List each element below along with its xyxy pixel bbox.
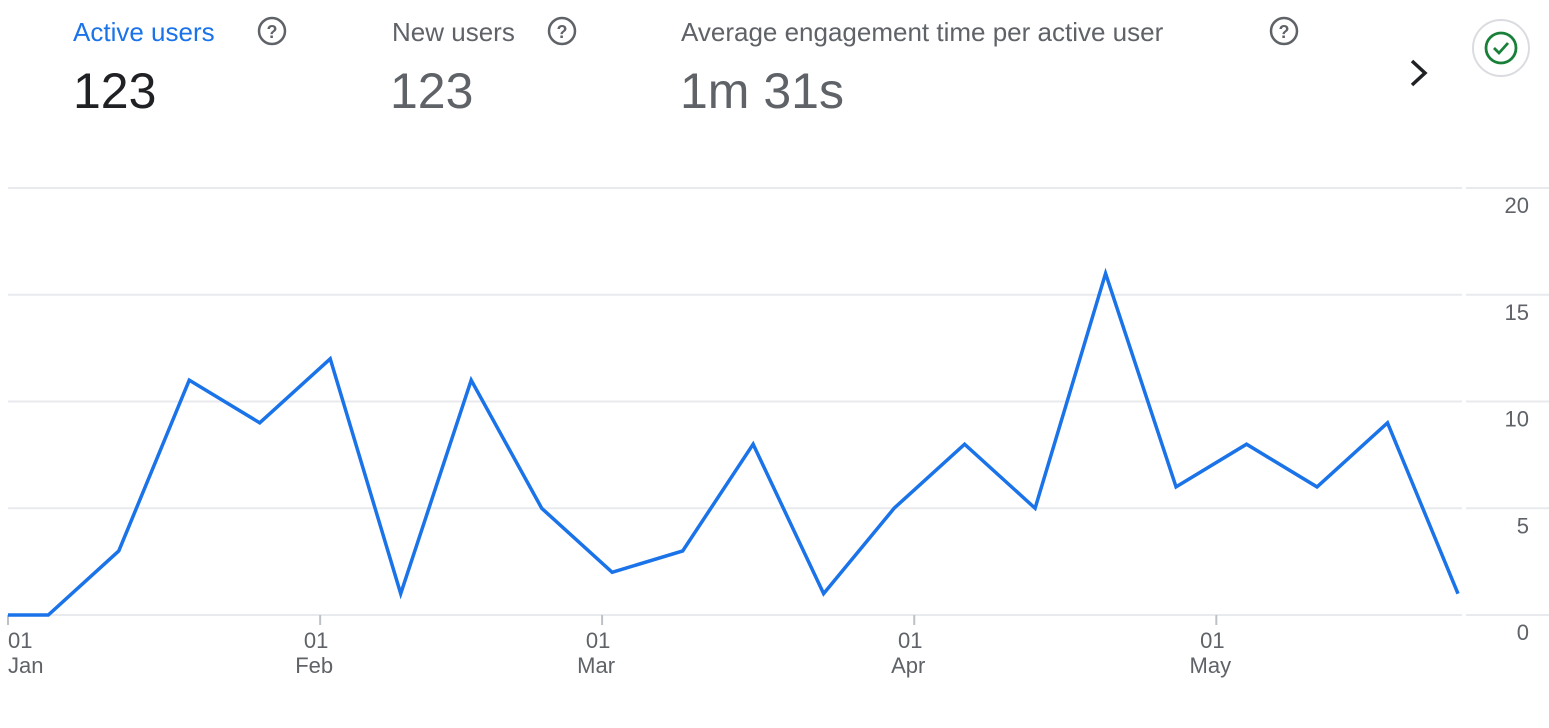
metric-value: 1m 31s	[680, 63, 844, 119]
help-icon-glyph: ?	[1279, 22, 1290, 42]
x-tick-label: 01	[898, 628, 922, 653]
help-icon[interactable]	[1269, 16, 1299, 46]
x-tick-label: 01	[8, 628, 32, 653]
data-line	[8, 267, 1460, 617]
help-icon-glyph: ?	[267, 22, 278, 42]
x-tick-label: 01	[586, 628, 610, 653]
y-tick-label: 20	[1505, 193, 1529, 218]
x-tick-label: Apr	[891, 653, 925, 678]
metric-label: Average engagement time per active user	[681, 17, 1164, 47]
metric-value: 123	[73, 63, 156, 119]
status-icon	[1484, 31, 1518, 65]
x-tick-label: Feb	[295, 653, 333, 678]
x-tick-label: May	[1190, 653, 1232, 678]
help-icon-glyph: ?	[557, 22, 568, 42]
y-tick-label: 15	[1505, 300, 1529, 325]
metric-label: Active users	[73, 17, 215, 47]
x-tick-label: 01	[1200, 628, 1224, 653]
x-tick-label: Jan	[8, 653, 43, 678]
x-tick-label: Mar	[577, 653, 615, 678]
next-arrow[interactable]	[1410, 59, 1428, 87]
y-tick-label: 0	[1517, 620, 1529, 645]
metric-card[interactable]: Average engagement time per active user …	[680, 16, 1299, 119]
y-tick-label: 10	[1505, 407, 1529, 432]
metric-card[interactable]: Active users ? 123	[73, 16, 287, 119]
metric-label: New users	[392, 17, 515, 47]
status-button[interactable]	[1472, 19, 1530, 77]
x-tick-label: 01	[304, 628, 328, 653]
help-icon[interactable]	[547, 16, 577, 46]
metric-value: 123	[390, 63, 473, 119]
metric-card[interactable]: New users ? 123	[390, 16, 577, 119]
y-tick-label: 5	[1517, 513, 1529, 538]
help-icon[interactable]	[257, 16, 287, 46]
status-check	[1493, 42, 1510, 56]
